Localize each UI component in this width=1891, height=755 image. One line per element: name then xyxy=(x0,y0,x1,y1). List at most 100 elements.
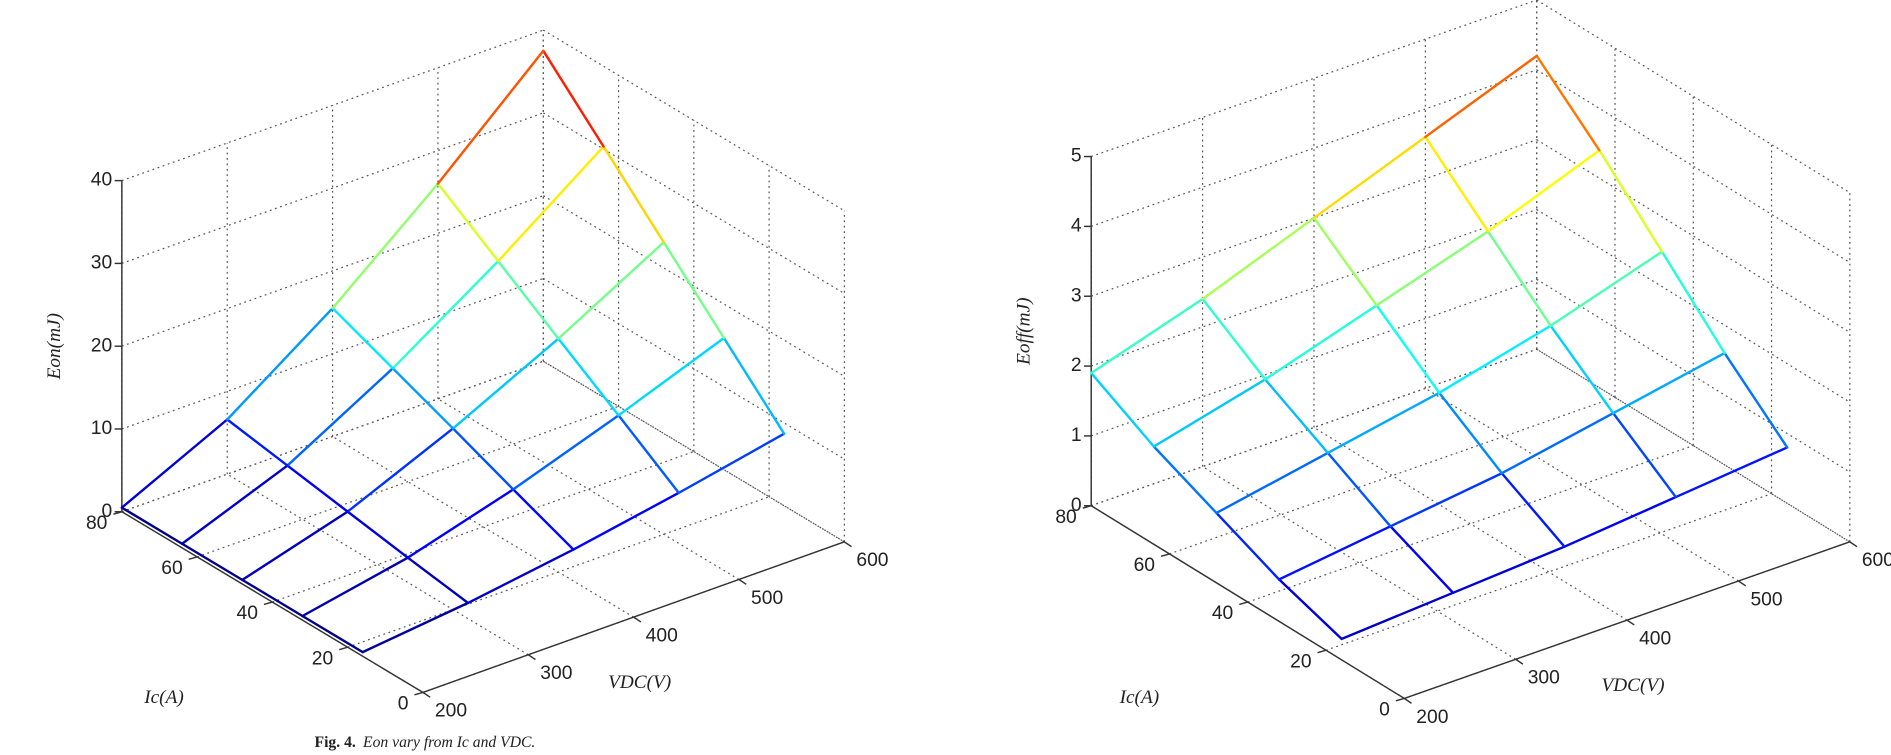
mesh-segment xyxy=(722,336,786,435)
mesh-segment xyxy=(391,367,455,430)
y-tick xyxy=(414,691,424,696)
mesh-segment xyxy=(1312,216,1378,307)
y-tick-label: 20 xyxy=(1290,651,1311,672)
mesh-segment xyxy=(180,542,244,582)
y-tick-label: 80 xyxy=(86,513,107,534)
x-tick-label: 400 xyxy=(1639,628,1671,649)
y-tick xyxy=(1239,601,1248,606)
wall-grid-line xyxy=(121,195,544,347)
wall-grid-line xyxy=(121,112,544,264)
mesh-segment xyxy=(331,182,440,310)
mesh-segment xyxy=(1277,525,1392,581)
z-tick-label: 3 xyxy=(1071,285,1082,306)
mesh-segment xyxy=(241,578,304,618)
x-tick xyxy=(422,691,431,698)
y-tick-label: 40 xyxy=(237,603,258,624)
mesh-segment xyxy=(1611,411,1678,499)
y-tick xyxy=(1160,553,1170,558)
mesh-segment xyxy=(436,182,500,263)
x-tick-label: 600 xyxy=(856,550,888,571)
x-axis-label: VDC(V) xyxy=(608,672,671,693)
x-tick xyxy=(738,578,747,585)
floor-grid-line xyxy=(437,398,740,581)
mesh-segment xyxy=(1152,445,1218,515)
mesh-segment xyxy=(1215,451,1330,515)
mesh-segment xyxy=(226,306,334,421)
mesh-segment xyxy=(120,418,229,509)
mesh-segment xyxy=(286,464,349,513)
mesh-segment xyxy=(1089,297,1204,375)
wall-grid-line xyxy=(1091,208,1537,367)
mesh-segment xyxy=(1723,351,1789,449)
x-tick xyxy=(843,541,852,548)
mesh-segment xyxy=(1660,250,1726,355)
mesh-segment xyxy=(512,414,620,491)
mesh-segment xyxy=(391,259,500,370)
mesh-segment xyxy=(1611,351,1726,415)
mesh-segment xyxy=(466,548,575,605)
y-tick-label: 80 xyxy=(1055,507,1076,528)
mesh-segment xyxy=(331,306,395,370)
x-tick xyxy=(1738,580,1747,587)
mesh-segment xyxy=(542,49,605,148)
y-axis-label: Ic(A) xyxy=(1119,687,1160,708)
mesh-segment xyxy=(451,427,515,491)
wall-grid-line xyxy=(1536,0,1851,194)
mesh-segment xyxy=(120,506,184,545)
x-tick xyxy=(1626,619,1635,626)
x-tick xyxy=(1403,697,1412,704)
mesh-segment xyxy=(1152,378,1267,448)
floor-grid-line xyxy=(1202,466,1516,660)
z-tick-label: 40 xyxy=(91,170,112,191)
surface-chart: 200300400500600020406080010203040VDC(V)I… xyxy=(44,29,889,722)
wall-grid-line xyxy=(1536,348,1851,543)
mesh-segment xyxy=(346,427,455,513)
y-tick xyxy=(263,601,273,606)
y-tick-label: 0 xyxy=(1379,700,1390,721)
mesh-segment xyxy=(572,491,680,551)
mesh-segment xyxy=(180,464,289,545)
mesh-segment xyxy=(346,510,410,559)
mesh-segment xyxy=(241,510,349,582)
z-tick-label: 1 xyxy=(1071,425,1082,446)
x-tick-label: 600 xyxy=(1862,550,1891,571)
caption-label: Fig. 4. xyxy=(315,734,356,751)
x-tick-label: 300 xyxy=(1528,668,1560,689)
x-tick xyxy=(633,616,642,623)
x-tick xyxy=(1515,658,1524,665)
floor-grid-line xyxy=(1536,348,1851,543)
y-tick-label: 0 xyxy=(398,694,409,715)
floor-grid-line xyxy=(347,496,770,648)
mesh-segment xyxy=(226,418,289,467)
mesh-segment xyxy=(1326,451,1392,528)
mesh-segment xyxy=(1437,324,1552,394)
y-tick-label: 60 xyxy=(161,558,182,579)
wall-grid-line xyxy=(121,29,544,182)
wall-grid-line xyxy=(1536,69,1851,264)
mesh-segment xyxy=(496,259,560,340)
mesh-segment xyxy=(512,488,575,551)
floor-grid-line xyxy=(196,405,619,558)
mesh-segment xyxy=(1424,135,1490,233)
floor-grid-line xyxy=(1425,387,1739,582)
mesh-segment xyxy=(1389,525,1455,595)
z-tick-label: 5 xyxy=(1071,146,1082,167)
mesh-segment xyxy=(1263,378,1330,455)
x-tick xyxy=(1849,541,1858,548)
x-tick-label: 300 xyxy=(540,663,572,684)
y-tick xyxy=(1317,649,1327,654)
surface-chart: 200300400500600020406080012345VDC(V)Ic(A… xyxy=(1013,0,1891,728)
z-tick-label: 0 xyxy=(102,501,113,522)
y-tick-label: 40 xyxy=(1212,603,1233,624)
mesh-segment xyxy=(301,614,364,654)
mesh-segment xyxy=(1549,324,1615,415)
caption-text: Eon vary from Ic and VDC. xyxy=(362,734,535,751)
mesh-segment xyxy=(1277,578,1343,641)
z-tick-label: 10 xyxy=(91,418,112,439)
mesh-segment xyxy=(1598,149,1664,253)
z-tick-label: 4 xyxy=(1071,215,1082,236)
z-tick-label: 2 xyxy=(1071,355,1082,376)
mesh-segment xyxy=(1375,304,1441,394)
mesh-segment xyxy=(1340,591,1455,641)
